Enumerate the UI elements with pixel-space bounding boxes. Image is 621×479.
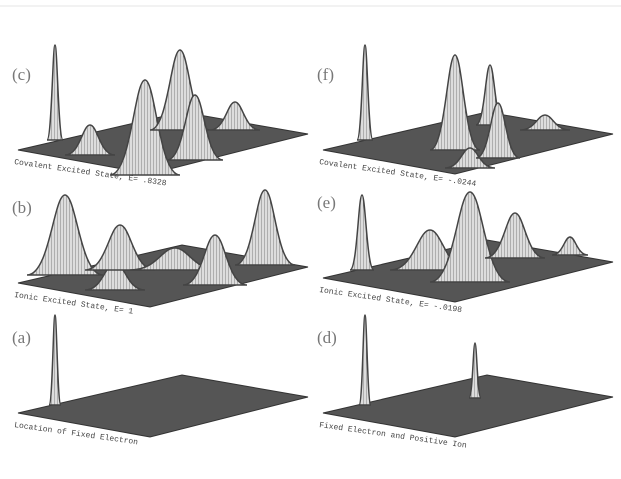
surface-peak xyxy=(109,79,181,176)
surface-peak xyxy=(46,44,64,141)
surface-peak xyxy=(444,147,496,169)
surface-peak xyxy=(349,194,375,271)
surface-peak xyxy=(64,124,116,156)
panel: (a)Location of Fixed Electron xyxy=(12,314,309,447)
surface-peak xyxy=(358,314,372,406)
surface-peak xyxy=(468,342,482,399)
panel: (f)Covalent Excited State, E= -.0244 xyxy=(317,44,614,189)
surface-peak xyxy=(475,102,521,159)
surface-peak xyxy=(234,189,296,266)
panel-label: (a) xyxy=(12,328,31,347)
panel-label: (d) xyxy=(317,328,337,347)
surface-peak xyxy=(551,236,589,256)
panel-label: (e) xyxy=(317,193,336,212)
surface-peak xyxy=(209,101,261,131)
panel-label: (c) xyxy=(12,65,31,84)
panels: (c)Covalent Excited State, E= .8328(b)Io… xyxy=(12,44,614,451)
surface-plane xyxy=(17,374,309,438)
surface-peak xyxy=(429,54,481,151)
panel-label: (b) xyxy=(12,198,32,217)
surface-peak xyxy=(429,191,511,283)
surface-peak xyxy=(26,194,104,276)
surface-plane xyxy=(322,374,614,438)
panel: (e)Ionic Excited State, E= -.0198 xyxy=(317,191,614,315)
surface-peak xyxy=(166,94,224,161)
panel: (b)Ionic Excited State, E= 1 xyxy=(12,189,309,317)
surface-peak xyxy=(484,212,546,259)
panel: (c)Covalent Excited State, E= .8328 xyxy=(12,44,309,188)
surface-peak xyxy=(84,224,156,271)
surface-peak xyxy=(48,314,62,406)
panel: (d)Fixed Electron and Positive Ion xyxy=(317,314,614,451)
panel-label: (f) xyxy=(317,65,334,84)
surface-peak xyxy=(356,44,374,141)
surface-peak xyxy=(519,114,571,131)
surface-peak xyxy=(182,234,248,286)
